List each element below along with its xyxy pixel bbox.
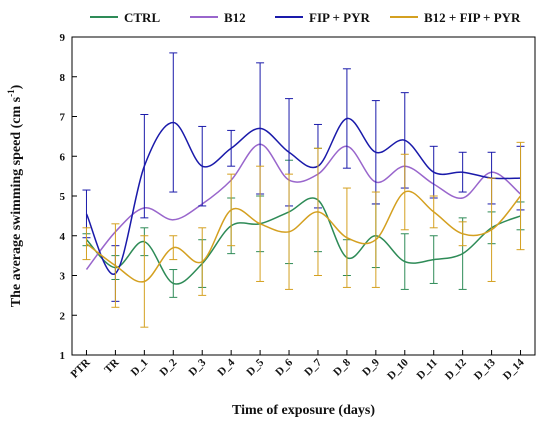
series-b12 [85,143,521,270]
y-tick-label: 8 [60,72,66,84]
series-b12-fip-pyr [82,141,525,328]
series-layer [82,52,525,328]
x-tick-label: D_5 [244,356,266,378]
y-tick-label: 6 [60,151,66,163]
y-tick-label: 4 [60,231,66,243]
series-line [85,197,521,285]
x-tick-label: D_3 [186,356,208,378]
y-axis: 1 2 3 4 5 6 7 8 9 [60,32,77,362]
y-axis-title-main: The average swimming speed (cm s [9,96,24,307]
series-line [85,117,521,275]
x-tick-label: D_13 [472,356,498,382]
y-tick-label: 3 [60,271,66,283]
y-tick-label: 7 [60,112,66,124]
series-fip-pyr [82,52,525,302]
y-tick-label: 1 [60,350,66,362]
x-tick-label: D_12 [443,356,469,382]
y-axis-title-close: ) [9,84,24,89]
y-tick-label: 5 [60,191,66,203]
x-axis-title: Time of exposure (days) [232,403,375,418]
x-tick-label: D_4 [215,356,237,378]
x-tick-label: D_9 [360,356,382,378]
y-tick-label: 2 [60,310,66,322]
legend-label: CTRL [124,10,160,25]
x-tick-label: TR [102,356,122,376]
x-tick-label: D_7 [302,356,324,378]
x-tick-label: D_11 [414,357,439,382]
y-axis-title-superscript: -1 [6,89,16,97]
y-axis-title: The average swimming speed (cm s-1) [6,84,24,307]
x-tick-label: D_2 [158,356,180,378]
x-tick-label: D_1 [129,357,151,379]
legend-label: FIP + PYR [309,10,370,25]
x-tick-label: D_10 [385,356,411,382]
legend-label: B12 [224,10,246,25]
series-line [85,143,521,270]
x-tick-label: PTR [69,356,94,381]
y-tick-label: 9 [60,32,66,44]
plot-area [71,36,536,356]
x-tick-label: D_6 [273,356,295,378]
legend: CTRL B12 FIP + PYR B12 + FIP + PYR [90,10,521,25]
series-line [86,190,522,283]
x-tick-label: D_14 [501,356,527,382]
series-ctrl [82,147,525,298]
legend-label: B12 + FIP + PYR [424,10,521,25]
x-tick-label: D_8 [331,356,353,378]
